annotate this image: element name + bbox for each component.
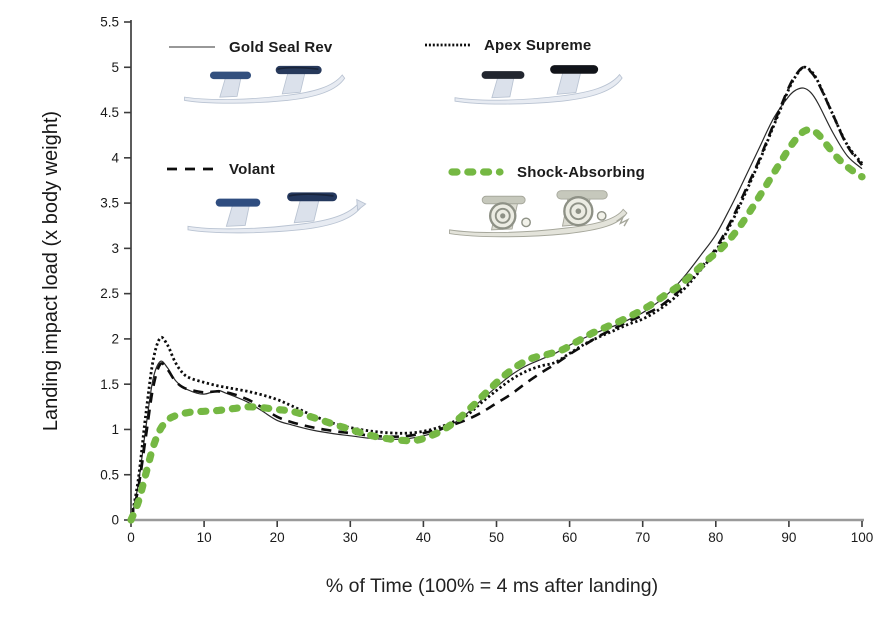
legend-line-volant	[167, 167, 215, 171]
legend-line-apex-supreme	[425, 43, 470, 47]
y-axis-title: Landing impact load (x body weight)	[40, 111, 62, 431]
y-tick-label: 5	[111, 60, 119, 75]
x-axis-title: % of Time (100% = 4 ms after landing)	[326, 575, 658, 597]
x-tick-label: 80	[708, 530, 723, 545]
y-tick-label: 2	[111, 332, 119, 347]
series-line-apex-supreme	[129, 65, 864, 521]
x-tick-label: 0	[127, 530, 135, 545]
series-line-shock-absorbing	[127, 126, 866, 524]
y-tick-label: 3.5	[100, 196, 119, 211]
y-tick-label: 1.5	[100, 377, 119, 392]
skate-blade-graphic	[187, 192, 367, 234]
series-line-volant	[129, 65, 864, 521]
apex-supreme-skate-image	[443, 60, 635, 108]
legend-line-shock-absorbing	[448, 168, 504, 176]
gold-seal-rev-skate-image	[170, 61, 360, 107]
legend-label-gold-seal-rev: Gold Seal Rev	[229, 38, 333, 56]
x-tick-label: 50	[489, 530, 504, 545]
legend-item-volant: Volant	[166, 158, 275, 180]
y-tick-label: 0	[111, 513, 119, 528]
y-tick-label: 5.5	[100, 15, 119, 30]
x-tick-label: 20	[270, 530, 285, 545]
x-tick-label: 100	[851, 530, 874, 545]
x-tick-label: 70	[635, 530, 650, 545]
y-tick-label: 4	[111, 150, 119, 165]
shock-absorbing-skate-image	[443, 186, 639, 242]
series-line-gold-seal-rev	[130, 87, 863, 521]
legend-item-gold-seal-rev: Gold Seal Rev	[168, 36, 332, 58]
volant-skate-image	[173, 187, 378, 237]
x-tick-label: 10	[197, 530, 212, 545]
y-tick-label: 2.5	[100, 286, 119, 301]
legend-item-shock-absorbing: Shock-Absorbing	[447, 161, 645, 183]
y-tick-label: 4.5	[100, 105, 119, 120]
legend-item-apex-supreme: Apex Supreme	[424, 34, 591, 56]
y-tick-label: 3	[111, 241, 119, 256]
skate-blade-graphic	[454, 65, 623, 105]
legend-label-shock-absorbing: Shock-Absorbing	[517, 163, 646, 181]
x-tick-label: 40	[416, 530, 431, 545]
legend-label-apex-supreme: Apex Supreme	[484, 36, 592, 54]
x-tick-label: 30	[343, 530, 358, 545]
y-tick-label: 1	[111, 422, 119, 437]
legend-label-volant: Volant	[229, 160, 275, 178]
y-tick-label: 0.5	[100, 467, 119, 482]
skate-blade-graphic	[449, 190, 630, 238]
x-tick-label: 60	[562, 530, 577, 545]
legend-line-gold-seal-rev	[169, 46, 215, 48]
x-tick-label: 90	[781, 530, 796, 545]
skate-blade-graphic	[184, 65, 346, 104]
